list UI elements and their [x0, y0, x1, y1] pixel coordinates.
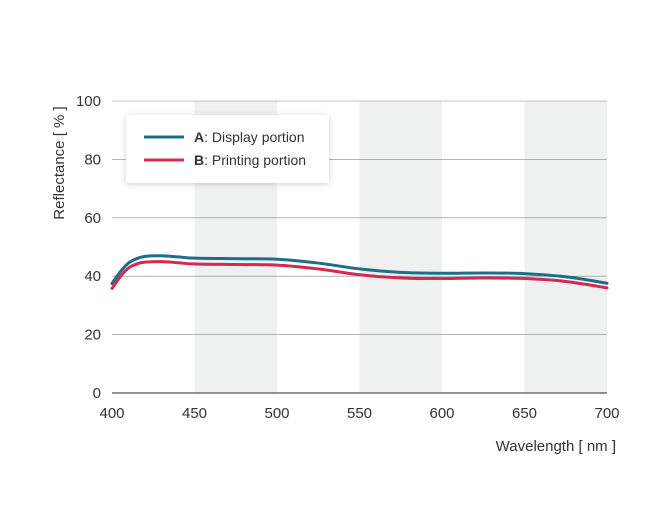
legend-key-b: B: [194, 152, 204, 168]
x-axis-title: Wavelength [ nm ]: [496, 438, 616, 455]
series-line-b: [110, 260, 609, 290]
shaded-band-2: [359, 101, 442, 393]
y-tick-label: 40: [84, 268, 101, 285]
x-tick-label: 700: [594, 405, 619, 422]
x-tick-label: 450: [182, 405, 207, 422]
y-tick-labels: 0 20 40 60 80 100: [76, 93, 101, 402]
legend: A: Display portion B: Printing portion: [126, 115, 329, 183]
legend-box: [126, 115, 329, 183]
legend-label-b: B: Printing portion: [194, 152, 306, 168]
series-line-a: [110, 254, 609, 285]
x-tick-label: 650: [512, 405, 537, 422]
y-axis-title: Reflectance [ % ]: [51, 106, 68, 219]
shaded-band-3: [524, 101, 607, 393]
x-tick-label: 600: [429, 405, 454, 422]
x-tick-labels: 400 450 500 550 600 650 700: [99, 405, 619, 422]
legend-desc-a: : Display portion: [204, 129, 304, 145]
x-tick-label: 400: [99, 405, 124, 422]
legend-desc-b: : Printing portion: [204, 152, 306, 168]
y-tick-label: 20: [84, 327, 101, 344]
legend-key-a: A: [194, 129, 204, 145]
series-lines: [110, 254, 609, 290]
y-tick-label: 60: [84, 210, 101, 227]
y-tick-label: 0: [93, 385, 101, 402]
y-tick-label: 80: [84, 151, 101, 168]
x-tick-label: 500: [264, 405, 289, 422]
x-tick-label: 550: [347, 405, 372, 422]
y-tick-label: 100: [76, 93, 101, 110]
legend-label-a: A: Display portion: [194, 129, 305, 145]
